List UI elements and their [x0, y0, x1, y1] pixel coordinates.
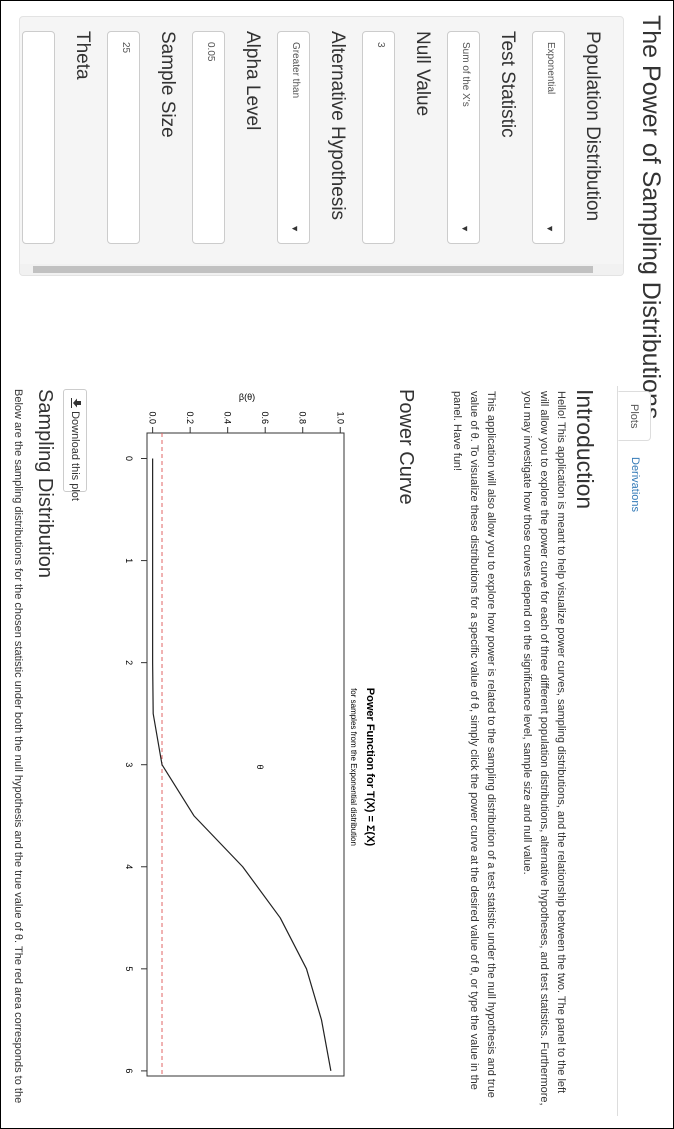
- intro-paragraph: This application will also allow you to …: [451, 391, 497, 1098]
- field-label: Null Value: [412, 31, 433, 117]
- field-value: 0.05: [205, 42, 216, 62]
- x-tick-label: 4: [124, 864, 134, 869]
- x-tick-label: 2: [124, 660, 134, 665]
- chart-title: Power Function for T(X) = Σ(X): [364, 688, 376, 847]
- input-box[interactable]: 25: [107, 31, 140, 244]
- select-box[interactable]: Greater than ▼: [277, 31, 310, 244]
- download-button[interactable]: Download this plot: [63, 389, 87, 501]
- tabs: Plots Derivations: [617, 386, 651, 1116]
- y-tick-label: 0.8: [298, 411, 308, 424]
- input-box[interactable]: 3: [362, 31, 395, 244]
- scrollbar[interactable]: [20, 264, 623, 275]
- x-tick-label: 5: [124, 966, 134, 971]
- field-value: Exponential: [545, 42, 556, 95]
- x-tick-label: 6: [124, 1068, 134, 1073]
- x-tick-label: 3: [124, 762, 134, 767]
- x-axis-label: θ: [255, 764, 265, 769]
- intro-paragraph: Hello! This application is meant to help…: [521, 391, 567, 1106]
- select-caret: ▼: [545, 224, 555, 233]
- y-tick-label: 0.4: [223, 411, 233, 424]
- power-plot[interactable]: Power Function for T(X) = Σ(X) for sample…: [93, 386, 383, 1116]
- x-tick-label: 1: [124, 558, 134, 563]
- field-value: Greater than: [290, 42, 301, 99]
- sampling-text: Below are the sampling distributions for…: [12, 389, 24, 1104]
- section-heading: Sampling Distribution: [34, 389, 56, 578]
- y-tick-label: 1.0: [335, 411, 345, 424]
- field-label: Test Statistic: [497, 31, 518, 138]
- y-axis-label: β(θ): [239, 392, 255, 402]
- y-tick-label: 0.6: [260, 411, 270, 424]
- y-tick-label: 0.2: [185, 411, 195, 424]
- tab[interactable]: Derivations: [629, 457, 641, 513]
- field-label: Alternative Hypothesis: [327, 31, 348, 221]
- input-box[interactable]: [22, 31, 55, 244]
- scroll-thumb[interactable]: [33, 266, 593, 273]
- field-value: 25: [120, 42, 131, 54]
- power-curve: [152, 458, 332, 1072]
- intro-heading: Introduction: [572, 389, 598, 510]
- select-caret: ▼: [290, 224, 300, 233]
- field-label: Alpha Level: [242, 31, 263, 131]
- field-label: Theta: [72, 31, 93, 80]
- field-label: Population Distribution: [582, 31, 603, 222]
- field-label: Sample Size: [157, 31, 178, 138]
- y-tick-label: 0.0: [148, 411, 158, 424]
- select-box[interactable]: Sum of the X's ▼: [447, 31, 480, 244]
- x-tick-label: 0: [124, 456, 134, 461]
- field-value: Sum of the X's: [460, 42, 471, 107]
- download-label: Download this plot: [69, 411, 81, 501]
- app-title: The Power of Sampling Distributions: [637, 15, 665, 420]
- sidebar: Population Distribution Exponential ▼ Test …: [19, 16, 624, 276]
- select-box[interactable]: Exponential ▼: [532, 31, 565, 244]
- tab[interactable]: Plots: [618, 391, 651, 442]
- chart-subtitle: for samples from the Exponential distrib…: [349, 688, 358, 846]
- select-caret: ▼: [460, 224, 470, 233]
- plot-box: [146, 432, 345, 1077]
- download-icon: [71, 398, 81, 408]
- input-box[interactable]: 0.05: [192, 31, 225, 244]
- section-heading: Power Curve: [395, 389, 417, 505]
- field-value: 3: [375, 42, 386, 48]
